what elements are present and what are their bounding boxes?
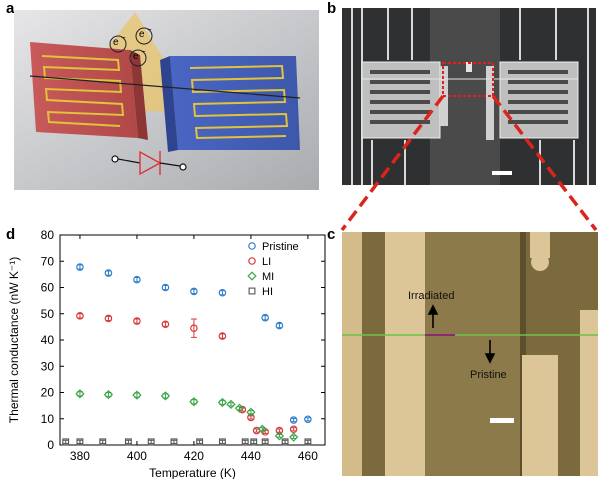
data-point-mi [226, 399, 236, 409]
irradiated-label: Irradiated [408, 290, 455, 302]
data-point-hi [261, 438, 269, 446]
x-tick-label: 440 [241, 449, 261, 463]
data-point-pristine [104, 269, 113, 277]
electron-charge-2: − [147, 25, 152, 34]
series-mi [75, 389, 299, 442]
electron-label-2: e [139, 29, 145, 40]
legend-marker-hi [248, 287, 256, 295]
data-point-li [218, 332, 227, 340]
data-point-mi [75, 389, 85, 399]
panel-c-letter: c [327, 226, 336, 243]
electron-charge-1: − [121, 33, 126, 42]
data-point-mi [274, 431, 285, 441]
data-point-mi [289, 432, 299, 442]
y-tick-label: 40 [41, 333, 55, 347]
data-series [62, 263, 312, 446]
y-tick-label: 50 [41, 307, 55, 321]
data-point-hi [99, 438, 107, 446]
x-tick-label: 460 [298, 449, 318, 463]
y-tick-label: 80 [41, 228, 55, 242]
data-point-pristine [190, 287, 198, 296]
data-point-pristine [304, 415, 312, 424]
electron-charge-3: − [141, 47, 146, 56]
data-point-hi [304, 438, 312, 446]
data-point-li [133, 317, 141, 325]
data-point-pristine [275, 321, 284, 330]
data-point-li [275, 426, 284, 435]
data-point-hi [76, 438, 84, 446]
pristine-label: Pristine [470, 369, 507, 381]
electron-label-3: e [133, 51, 139, 62]
data-point-mi [160, 391, 171, 401]
data-point-pristine [76, 263, 84, 271]
data-point-hi [196, 438, 204, 446]
data-point-pristine [133, 275, 141, 284]
series-hi [62, 438, 312, 446]
data-point-mi [103, 389, 114, 400]
x-tick-label: 380 [70, 449, 90, 463]
data-point-li [289, 425, 298, 434]
data-point-mi [189, 397, 199, 407]
y-tick-label: 10 [41, 412, 55, 426]
panel-d-letter: d [6, 226, 16, 243]
data-point-li [76, 312, 84, 320]
data-point-li [161, 320, 170, 329]
data-point-hi [147, 438, 155, 446]
data-point-hi [62, 438, 70, 446]
electron-label-1: e [113, 37, 119, 48]
data-point-hi [218, 438, 226, 446]
legend-label-hi: HI [262, 286, 273, 298]
data-point-mi [246, 407, 256, 417]
panel-b-letter: b [327, 0, 337, 17]
data-point-mi [132, 390, 142, 400]
x-tick-label: 420 [184, 449, 204, 463]
x-axis-label: Temperature (K) [149, 466, 236, 479]
plot-frame [59, 234, 326, 446]
legend-marker-mi [247, 271, 257, 281]
y-axis-label: Thermal conductance (nW K⁻¹) [7, 257, 21, 423]
legend-label-mi: MI [262, 271, 274, 283]
axis-ticks: 380 400 420 440 460 0 10 20 30 40 50 60 70 80 [41, 228, 325, 463]
panel-a-letter: a [6, 0, 15, 17]
data-point-li [104, 314, 113, 323]
chart-legend: Pristine LI MI HI [247, 241, 299, 298]
data-point-mi [217, 397, 228, 408]
data-point-hi [241, 438, 249, 446]
data-point-mi [234, 403, 245, 413]
legend-label-pristine: Pristine [262, 241, 299, 253]
data-point-pristine [218, 288, 227, 297]
data-point-hi [250, 438, 258, 446]
legend-marker-pristine [248, 242, 256, 250]
data-point-li [190, 324, 198, 332]
y-tick-label: 0 [47, 438, 54, 452]
series-pristine [76, 263, 312, 424]
data-point-pristine [261, 313, 269, 322]
x-tick-label: 400 [127, 449, 147, 463]
data-point-pristine [161, 283, 170, 292]
data-point-hi [170, 438, 178, 446]
legend-marker-li [248, 257, 256, 265]
legend-label-li: LI [262, 256, 271, 268]
data-point-pristine [289, 416, 298, 424]
y-tick-label: 30 [41, 359, 55, 373]
y-tick-label: 60 [41, 281, 55, 295]
y-tick-label: 70 [41, 254, 55, 268]
series-li [76, 312, 298, 436]
data-point-hi [281, 438, 289, 446]
data-point-mi [257, 424, 267, 434]
data-point-hi [124, 438, 132, 446]
y-tick-label: 20 [41, 386, 55, 400]
